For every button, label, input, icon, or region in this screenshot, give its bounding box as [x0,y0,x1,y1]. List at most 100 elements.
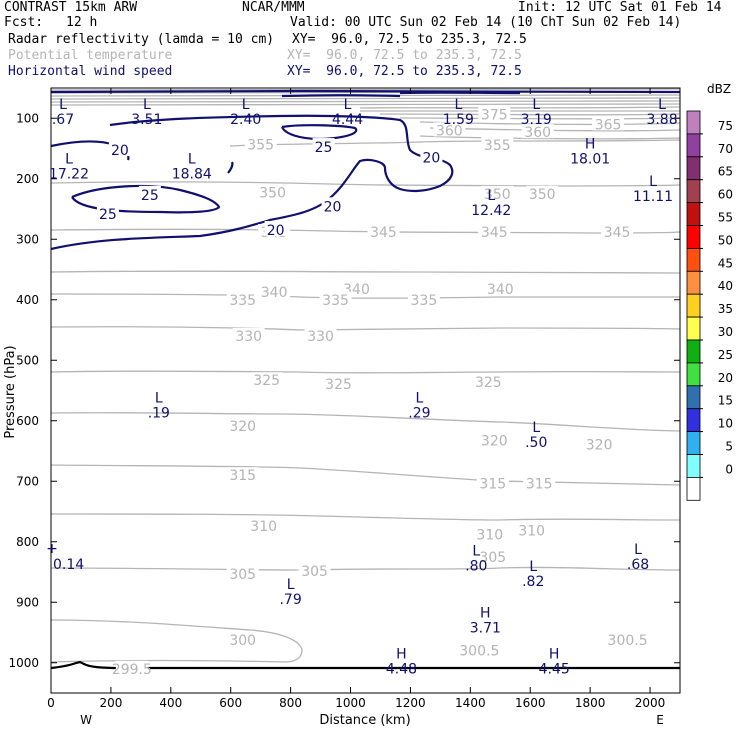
y-tick-label: 600 [16,414,39,428]
extremum-value: .19 [148,406,170,422]
theta-label: 350 [529,187,556,203]
extremum-letter: L [454,97,462,113]
theta-label-bg [481,136,514,151]
theta-label: 375 [481,108,508,124]
wind-labels: 20 25 20 25 25 20 20 [96,138,443,239]
theta-label-bg [592,116,625,131]
theta-label-bg [247,518,280,533]
colorbar-swatch [686,385,701,410]
theta-label: 340 [487,282,514,298]
field-name-theta: Potential temperature [8,48,173,63]
y-tick-label: 500 [16,353,39,367]
colorbar-label: 40 [718,279,733,293]
theta-label: 340 [261,285,288,301]
extremum-value: .50 [525,435,547,451]
field-name-wind: Horizontal wind speed [8,64,173,79]
x-tick-label: 1600 [515,696,546,710]
theta-label: 360 [524,125,551,141]
colorbar-swatch [686,362,701,387]
theta-label: 360 [436,123,463,139]
theta-label: 315 [229,468,256,484]
theta-label-bg [478,106,511,121]
theta-label-bg [319,291,352,306]
center-name: NCAR/MMM [242,0,305,15]
extremum-value: 4.48 [386,662,417,678]
extremum-letter: H [549,647,560,663]
theta-label: 310 [476,527,503,543]
colorbar-swatch [686,202,701,226]
colorbar-label: 20 [718,371,733,385]
colorbar-label: 75 [718,119,733,133]
colorbar-swatch [686,225,701,249]
extremum-letter: L [658,97,666,113]
extremum-value: 4.45 [539,662,570,678]
colorbar-label: 65 [718,165,733,179]
theta-label-bg [367,223,400,238]
colorbar-swatch [686,408,701,433]
colorbar-swatch [686,476,701,501]
theta-label: 365 [595,117,622,133]
wind-label: 25 [315,140,333,156]
colorbar-swatch [686,247,701,272]
theta-label-bg [226,631,259,646]
extremum-letter: L [188,152,196,168]
theta-label: 310 [518,523,545,539]
theta-label-bg [226,467,259,482]
theta-label: 345 [481,225,508,241]
theta-label-bg [407,291,440,306]
theta-label-bg [250,372,283,387]
y-tick-label: 1000 [8,656,39,670]
x-tick-label: 200 [99,696,122,710]
x-tick-label: 1800 [575,696,606,710]
extremum-value: 1.59 [443,112,474,128]
extremum-value: .79 [279,592,301,608]
theta-label: 325 [253,373,280,389]
theta-label-bg [515,522,548,537]
wind-label-bg [420,148,443,164]
extremum-value: 3.71 [470,620,501,636]
extremum-letter: L [634,542,642,558]
extremum-value: .67 [52,112,74,128]
y-tick-label: 900 [16,595,39,609]
extremum-letter: L [242,97,250,113]
colorbar-label: 30 [718,325,733,339]
extremum-letter: H [480,605,491,621]
wind-label-bg [321,197,344,213]
east-label: E [656,713,664,727]
colorbar-label: 10 [718,417,733,431]
extremum-value: 17.22 [49,167,89,183]
extremum-letter: L [65,152,73,168]
theta-label: 299.5 [112,662,152,678]
wind-speed-contours [51,89,680,251]
field-xy-wind: XY= 96.0, 72.5 to 235.3, 72.5 [287,64,522,79]
theta-label-bg [322,375,355,390]
theta-label: 325 [325,377,352,393]
colorbar-swatch [686,133,701,158]
theta-label-bg [244,136,277,151]
extremum-value: 2.40 [230,112,261,128]
theta-label: 305 [229,567,256,583]
theta-label: 350 [259,186,286,202]
extremum-letter: L [59,97,67,113]
extremum-value: 18.84 [172,167,212,183]
wind-label-bg [138,185,161,201]
theta-label: 300.5 [608,633,648,649]
edge-mark: + [46,541,58,557]
theta-label: 320 [586,437,613,453]
colorbar-swatch [686,454,701,478]
extremum-value: .68 [627,557,649,573]
theta-label-bg [298,562,331,577]
extremum-letter: L [416,391,424,407]
theta-label: 300.5 [459,644,499,660]
init-time: Init: 12 UTC Sat 01 Feb 14 [518,0,722,15]
extremum-letter: L [487,188,495,204]
theta-label-bg [526,185,559,200]
field-xy-theta: XY= 96.0, 72.5 to 235.3, 72.5 [287,48,522,63]
wind-label-bg [264,220,287,236]
theta-label-bg [433,122,466,137]
theta-label: 320 [481,434,508,450]
y-tick-label: 100 [16,111,39,125]
y-axis-title: Pressure (hPa) [3,345,18,438]
extremum-value: 3.19 [521,112,552,128]
